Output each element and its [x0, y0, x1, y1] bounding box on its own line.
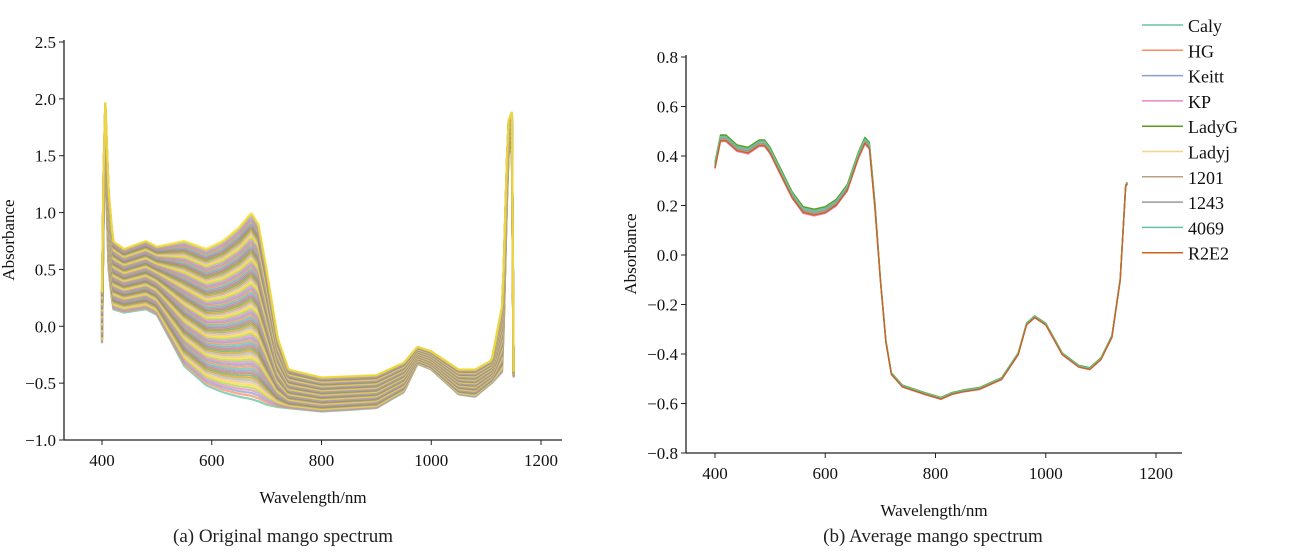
y-tick-label: 0.2 — [657, 197, 678, 216]
y-tick-label: 0.6 — [657, 98, 678, 117]
legend-label: R2E2 — [1188, 244, 1229, 264]
spectrum-line — [100, 106, 515, 382]
series-line-caly — [714, 135, 1128, 399]
y-tick-label: 0.4 — [657, 147, 679, 166]
series-line-ladyj — [714, 136, 1128, 399]
legend-label: HG — [1188, 41, 1214, 61]
legend-label: 1243 — [1188, 193, 1224, 213]
legend-label: Ladyj — [1188, 143, 1230, 163]
y-tick-label: −0.5 — [25, 374, 56, 393]
x-tick-label: 600 — [199, 451, 225, 470]
series-line-hg — [714, 139, 1128, 400]
legend-label: Keitt — [1188, 67, 1224, 87]
y-tick-label: −0.2 — [647, 296, 678, 315]
x-axis-label: Wavelength/nm — [880, 501, 987, 520]
y-tick-label: −0.8 — [647, 444, 678, 463]
spectrum-line — [100, 102, 515, 379]
spectrum-line — [100, 104, 515, 380]
series-line-kp — [714, 140, 1128, 401]
legend-label: 1201 — [1188, 168, 1224, 188]
legend: Caly HG Keitt KP LadyG Ladyj 1201 1243 4069 R2E2 — [1142, 16, 1238, 264]
spectrum-line — [100, 103, 515, 380]
spectrum-line — [100, 104, 515, 381]
y-tick-label: 2.5 — [35, 33, 56, 52]
caption-b: (b) Average mango spectrum — [823, 526, 1043, 547]
x-tick-label: 400 — [702, 464, 728, 483]
spectrum-line — [100, 106, 515, 382]
y-tick-label: −0.4 — [647, 345, 678, 364]
series-line-1243 — [714, 137, 1128, 400]
spectrum-line — [100, 105, 515, 381]
y-tick-label: 2.0 — [35, 90, 56, 109]
y-tick-label: 1.5 — [35, 147, 56, 166]
spectrum-line — [100, 105, 515, 381]
series-line-keitt — [714, 138, 1128, 400]
caption-a: (a) Original mango spectrum — [172, 526, 394, 547]
y-tick-label: 0.8 — [657, 48, 678, 67]
y-axis-label: Absorbance — [621, 213, 640, 294]
series-line-4069 — [714, 136, 1128, 399]
series-line-r2e2 — [714, 140, 1128, 400]
x-tick-label: 1200 — [1139, 464, 1173, 483]
legend-label: LadyG — [1188, 117, 1238, 137]
legend-label: 4069 — [1188, 218, 1224, 238]
legend-label: Caly — [1188, 16, 1222, 36]
x-tick-label: 1000 — [1029, 464, 1063, 483]
series-line-1201 — [714, 138, 1128, 400]
spectrum-line — [100, 102, 515, 379]
x-tick-label: 800 — [309, 451, 335, 470]
y-tick-label: 0.0 — [657, 246, 678, 265]
series-group — [714, 134, 1128, 401]
x-axis-label: Wavelength/nm — [259, 488, 366, 507]
y-axis-label: Absorbance — [0, 199, 18, 280]
y-tick-label: 0.5 — [35, 260, 56, 279]
x-tick-label: 400 — [89, 451, 115, 470]
y-tick-label: −0.6 — [647, 395, 678, 414]
legend-label: KP — [1188, 92, 1211, 112]
y-tick-label: −1.0 — [25, 431, 56, 450]
x-tick-label: 600 — [813, 464, 839, 483]
x-tick-label: 1000 — [414, 451, 448, 470]
y-tick-label: 1.0 — [35, 204, 56, 223]
y-tick-label: 0.0 — [35, 317, 56, 336]
x-tick-label: 1200 — [524, 451, 558, 470]
x-tick-label: 800 — [923, 464, 949, 483]
spectrum-line — [100, 107, 515, 383]
spectra-group — [100, 102, 515, 413]
spectrum-line — [100, 103, 515, 380]
